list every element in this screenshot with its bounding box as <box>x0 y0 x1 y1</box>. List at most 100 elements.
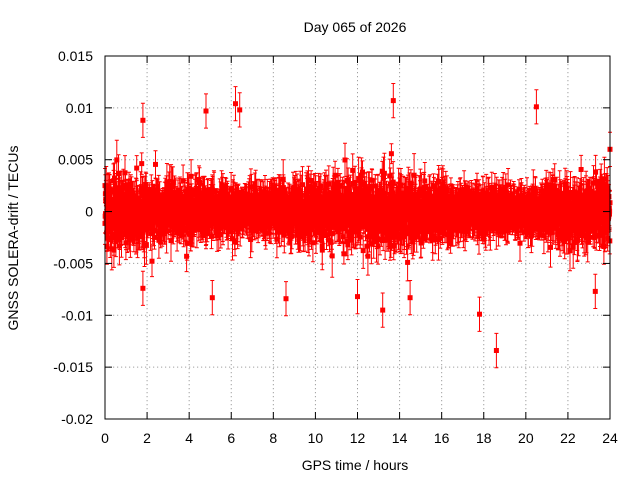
data-point <box>372 196 378 202</box>
data-point <box>454 217 460 223</box>
data-point <box>188 173 194 179</box>
data-point <box>352 181 358 187</box>
data-point <box>529 203 535 208</box>
data-point <box>166 199 172 205</box>
data-point <box>300 182 305 188</box>
data-point <box>382 237 388 243</box>
data-point <box>413 192 419 198</box>
data-point <box>414 232 420 238</box>
data-point <box>321 228 327 234</box>
data-point <box>581 226 587 231</box>
data-point <box>155 198 161 204</box>
data-point <box>149 258 155 264</box>
data-point <box>116 209 122 215</box>
data-point <box>443 220 449 226</box>
data-point <box>220 221 226 227</box>
data-point <box>169 191 175 196</box>
data-point <box>590 195 596 201</box>
x-tick-labels: 0 2 4 6 8 10 12 14 16 18 20 22 24 <box>101 430 618 446</box>
data-point <box>578 201 584 207</box>
data-point <box>193 191 199 197</box>
data-point <box>515 218 521 224</box>
data-point <box>426 187 432 192</box>
x-tick-label: 0 <box>101 430 109 446</box>
data-point <box>606 194 612 199</box>
data-point <box>541 233 547 239</box>
data-point <box>427 219 433 225</box>
data-point <box>213 198 219 204</box>
data-point <box>396 202 402 208</box>
data-point <box>383 213 389 219</box>
data-point <box>315 212 321 218</box>
data-point <box>572 202 578 208</box>
data-point <box>284 200 290 206</box>
data-point <box>587 186 593 192</box>
data-point <box>562 237 568 243</box>
data-point <box>237 225 243 231</box>
data-point <box>347 192 353 198</box>
data-point <box>264 215 270 221</box>
data-point <box>603 230 609 236</box>
data-point <box>467 221 473 227</box>
data-point <box>575 236 580 242</box>
data-point <box>541 212 547 218</box>
data-point <box>223 193 229 199</box>
data-point <box>173 194 179 200</box>
data-point <box>600 197 606 203</box>
data-point <box>362 193 368 198</box>
data-point <box>267 224 273 230</box>
data-point <box>161 203 167 209</box>
x-tick-label: 6 <box>227 430 235 446</box>
data-point <box>169 195 174 201</box>
data-point <box>403 205 409 211</box>
x-tick-label: 12 <box>350 430 366 446</box>
data-point <box>274 236 280 242</box>
data-point <box>436 187 442 193</box>
data-point <box>506 222 512 227</box>
data-point <box>422 178 428 184</box>
data-point <box>245 198 251 204</box>
data-point <box>526 199 532 205</box>
data-point <box>420 200 426 206</box>
data-point <box>305 194 311 200</box>
data-point <box>175 198 181 204</box>
data-point <box>349 220 355 226</box>
data-point <box>567 232 572 238</box>
data-point <box>123 232 129 238</box>
data-point <box>411 172 417 178</box>
data-point <box>549 211 555 217</box>
data-point <box>603 226 609 232</box>
data-point <box>430 237 436 243</box>
data-point <box>257 196 263 202</box>
y-tick-label: 0.005 <box>58 152 93 168</box>
data-point <box>596 191 602 197</box>
data-point <box>399 222 405 228</box>
data-point <box>411 235 416 241</box>
data-point <box>128 181 134 187</box>
data-point <box>395 206 401 212</box>
data-point <box>309 226 314 232</box>
data-point <box>552 206 558 212</box>
data-point <box>324 196 330 202</box>
data-point <box>417 192 423 198</box>
data-point <box>598 180 604 186</box>
data-point <box>450 225 456 231</box>
data-point <box>143 242 149 248</box>
data-point <box>139 161 145 167</box>
data-point <box>354 189 360 194</box>
data-point <box>306 237 312 243</box>
data-point <box>544 195 550 201</box>
data-series <box>102 83 613 369</box>
data-point <box>502 186 508 192</box>
data-point <box>426 196 432 202</box>
data-point <box>455 191 461 197</box>
data-point <box>555 228 561 234</box>
data-point <box>576 221 582 227</box>
data-point <box>115 212 120 218</box>
data-point <box>114 157 120 163</box>
data-point <box>561 190 567 196</box>
data-point <box>380 227 386 233</box>
data-point <box>252 227 258 232</box>
data-point <box>276 226 282 232</box>
